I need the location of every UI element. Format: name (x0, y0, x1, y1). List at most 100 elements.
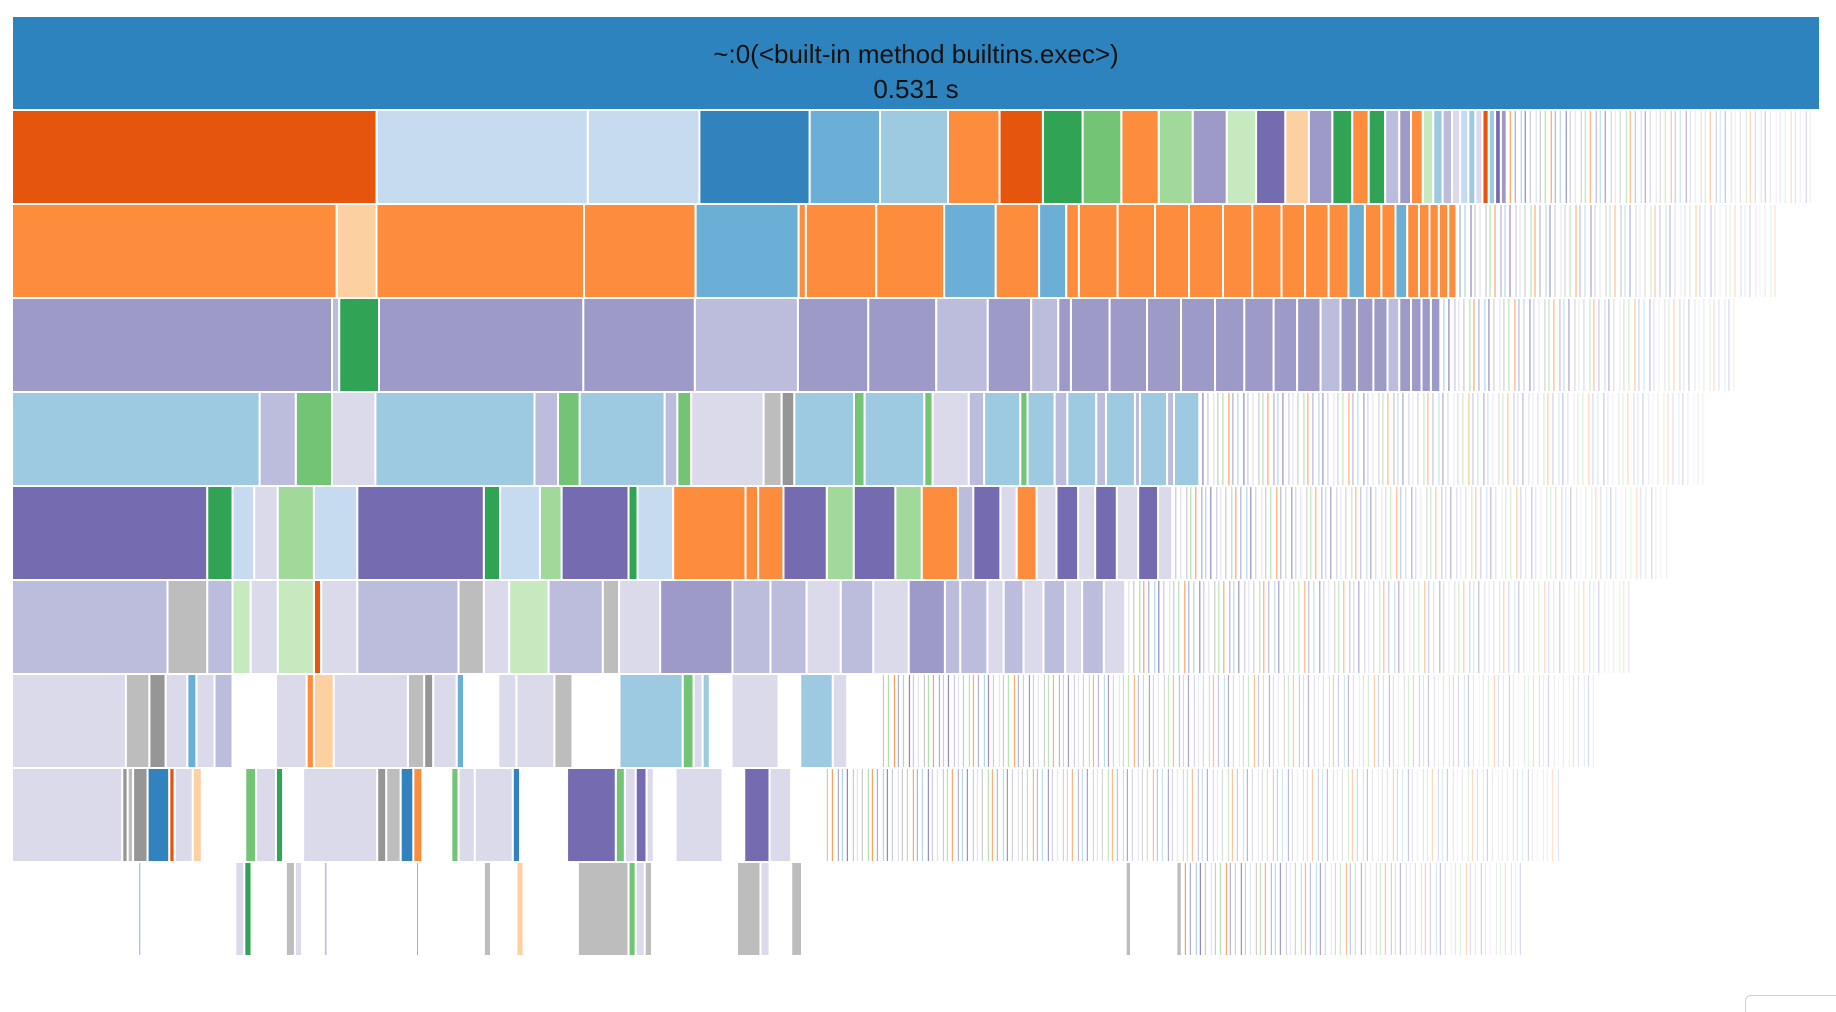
icicle-tail-d3-19[interactable] (1538, 299, 1540, 391)
icicle-tail-d6-33[interactable] (1293, 581, 1295, 673)
icicle-cell-d4-20[interactable] (1019, 391, 1029, 487)
icicle-tail-d5-18[interactable] (1265, 487, 1267, 579)
icicle-cell-d3-11[interactable] (1057, 297, 1072, 393)
icicle-cell-d4-0[interactable] (11, 391, 261, 487)
icicle-tail-d6-40[interactable] (1328, 581, 1330, 673)
icicle-tail-d7-72[interactable] (1242, 675, 1245, 767)
icicle-tail-d9-33[interactable] (1349, 863, 1351, 955)
icicle-cell-d1-1[interactable] (375, 109, 589, 205)
icicle-tail-d4-15[interactable] (1277, 393, 1279, 485)
icicle-cell-d7-17[interactable] (497, 673, 518, 769)
icicle-tail-d2-8[interactable] (1500, 205, 1502, 297)
icicle-cell-d8-25[interactable] (614, 767, 626, 863)
icicle-tail-d8-82[interactable] (1236, 769, 1238, 861)
icicle-tail-d8-139[interactable] (1521, 769, 1523, 861)
icicle-tail-d3-1[interactable] (1448, 299, 1450, 391)
icicle-tail-d8-146[interactable] (1557, 769, 1559, 861)
icicle-tail-d2-61[interactable] (1764, 205, 1766, 297)
icicle-tail-d8-119[interactable] (1422, 769, 1424, 861)
icicle-tail-d8-107[interactable] (1362, 769, 1364, 861)
icicle-tail-d4-97[interactable] (1687, 393, 1689, 485)
icicle-tail-d7-38[interactable] (1073, 675, 1076, 767)
icicle-tail-d4-65[interactable] (1528, 393, 1530, 485)
icicle-tail-d4-72[interactable] (1562, 393, 1564, 485)
icicle-tail-d9-12[interactable] (1244, 863, 1246, 955)
icicle-tail-d4-14[interactable] (1273, 393, 1275, 485)
icicle-tail-d9-53[interactable] (1450, 863, 1452, 955)
icicle-tail-d8-118[interactable] (1416, 769, 1418, 861)
icicle-tail-d5-21[interactable] (1280, 487, 1282, 579)
icicle-tail-d8-126[interactable] (1456, 769, 1458, 861)
icicle-tail-d8-87[interactable] (1261, 769, 1263, 861)
icicle-cell-d4-6[interactable] (557, 391, 581, 487)
icicle-tail-d9-54[interactable] (1454, 863, 1456, 955)
icicle-tail-d6-35[interactable] (1304, 581, 1306, 673)
icicle-tail-d8-26[interactable] (957, 769, 959, 861)
icicle-tail-d6-18[interactable] (1218, 581, 1220, 673)
icicle-tail-d3-29[interactable] (1589, 299, 1591, 391)
icicle-tail-d9-51[interactable] (1439, 863, 1441, 955)
icicle-tail-d8-63[interactable] (1141, 769, 1143, 861)
icicle-tail-d9-62[interactable] (1495, 863, 1497, 955)
icicle-cell-d3-0[interactable] (11, 297, 334, 393)
icicle-tail-d5-85[interactable] (1600, 487, 1602, 579)
icicle-tail-d8-59[interactable] (1122, 769, 1124, 861)
icicle-cell-d3-7[interactable] (867, 297, 938, 393)
icicle-tail-d9-61[interactable] (1489, 863, 1491, 955)
icicle-tail-d5-72[interactable] (1535, 487, 1537, 579)
icicle-tail-d3-43[interactable] (1658, 299, 1660, 391)
icicle-tail-d7-54[interactable] (1152, 675, 1155, 767)
icicle-tail-d7-11[interactable] (938, 675, 941, 767)
icicle-cell-d5-0[interactable] (11, 485, 209, 581)
icicle-tail-d8-123[interactable] (1441, 769, 1443, 861)
icicle-tail-d3-55[interactable] (1718, 299, 1720, 391)
icicle-cell-d6-28[interactable] (1064, 579, 1084, 675)
icicle-tail-d8-74[interactable] (1197, 769, 1199, 861)
icicle-cell-d4-22[interactable] (1053, 391, 1069, 487)
icicle-tail-d8-88[interactable] (1266, 769, 1268, 861)
icicle-cell-d7-0[interactable] (11, 673, 127, 769)
icicle-tail-d9-29[interactable] (1330, 863, 1332, 955)
icicle-tail-d9-59[interactable] (1480, 863, 1482, 955)
icicle-tail-d7-32[interactable] (1043, 675, 1046, 767)
icicle-tail-d4-89[interactable] (1648, 393, 1650, 485)
icicle-tail-d6-67[interactable] (1463, 581, 1465, 673)
icicle-tail-d7-122[interactable] (1493, 675, 1496, 767)
icicle-tail-d8-80[interactable] (1227, 769, 1229, 861)
icicle-tail-d7-30[interactable] (1032, 675, 1035, 767)
icicle-tail-d7-136[interactable] (1562, 675, 1565, 767)
icicle-tail-d4-16[interactable] (1282, 393, 1284, 485)
icicle-cell-d3-26[interactable] (1410, 297, 1423, 393)
icicle-tail-d7-64[interactable] (1202, 675, 1205, 767)
icicle-tail-d2-41[interactable] (1665, 205, 1667, 297)
icicle-tail-d2-31[interactable] (1614, 205, 1616, 297)
icicle-tail-d8-64[interactable] (1146, 769, 1148, 861)
icicle-tail-d8-33[interactable] (991, 769, 993, 861)
icicle-tail-d8-131[interactable] (1482, 769, 1484, 861)
icicle-tail-d7-14[interactable] (953, 675, 956, 767)
icicle-cell-d4-16[interactable] (923, 391, 934, 487)
icicle-tail-d2-20[interactable] (1560, 205, 1562, 297)
icicle-cell-d7-21[interactable] (618, 673, 684, 769)
icicle-tail-d8-81[interactable] (1231, 769, 1233, 861)
icicle-tail-d1-25[interactable] (1634, 111, 1636, 203)
icicle-tail-d6-44[interactable] (1349, 581, 1351, 673)
icicle-tail-d4-75[interactable] (1577, 393, 1579, 485)
icicle-cell-d9-13[interactable] (482, 861, 493, 957)
icicle-tail-d8-2[interactable] (837, 769, 839, 861)
icicle-tail-d5-49[interactable] (1420, 487, 1422, 579)
icicle-tail-d6-77[interactable] (1514, 581, 1516, 673)
icicle-tail-d8-124[interactable] (1446, 769, 1448, 861)
icicle-tail-d9-58[interactable] (1474, 863, 1476, 955)
icicle-tail-d8-120[interactable] (1426, 769, 1428, 861)
icicle-tail-d5-12[interactable] (1235, 487, 1237, 579)
icicle-tail-d4-17[interactable] (1288, 393, 1290, 485)
icicle-tail-d2-21[interactable] (1564, 205, 1566, 297)
icicle-cell-d6-10[interactable] (482, 579, 511, 675)
icicle-tail-d6-27[interactable] (1263, 581, 1265, 673)
icicle-tail-d4-80[interactable] (1603, 393, 1605, 485)
icicle-tail-d4-57[interactable] (1487, 393, 1489, 485)
icicle-cell-d2-20[interactable] (1327, 203, 1350, 299)
icicle-tail-d6-24[interactable] (1248, 581, 1250, 673)
icicle-cell-d7-1[interactable] (124, 673, 151, 769)
